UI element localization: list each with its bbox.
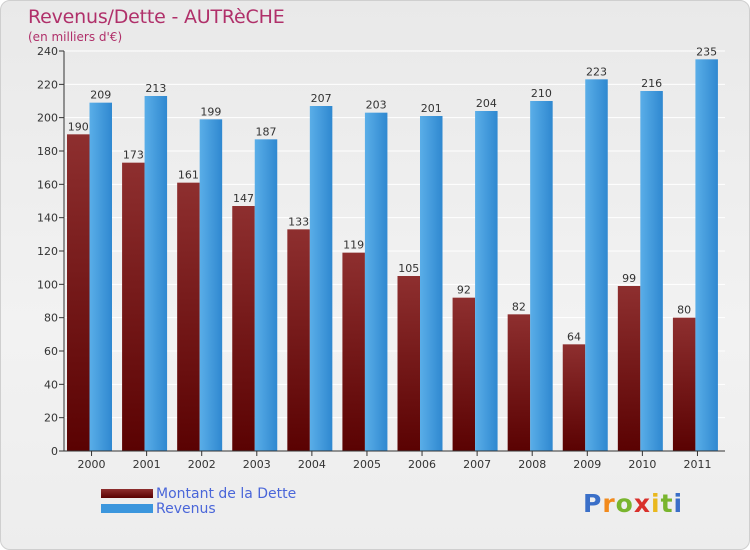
bar-dette bbox=[122, 162, 145, 451]
data-label-dette: 133 bbox=[288, 215, 309, 228]
bar-dette bbox=[672, 317, 696, 451]
bar-dette bbox=[67, 134, 90, 452]
data-label-revenus: 199 bbox=[200, 105, 221, 118]
y-tick-label: 220 bbox=[37, 78, 58, 91]
data-label-revenus: 204 bbox=[476, 97, 497, 110]
data-label-revenus: 223 bbox=[586, 65, 607, 78]
y-tick-label: 60 bbox=[44, 345, 58, 358]
logo-letter: r bbox=[602, 489, 616, 518]
bars bbox=[67, 59, 718, 452]
bar-revenus bbox=[695, 59, 718, 451]
y-tick-label: 160 bbox=[37, 178, 58, 191]
y-tick-label: 180 bbox=[37, 145, 58, 158]
data-label-revenus: 209 bbox=[90, 89, 111, 102]
y-tick-label: 0 bbox=[51, 445, 58, 458]
data-label-dette: 119 bbox=[343, 239, 364, 252]
y-tick-label: 200 bbox=[37, 112, 58, 125]
data-label-revenus: 213 bbox=[145, 82, 166, 95]
logo-letter: t bbox=[660, 489, 674, 518]
y-tick-label: 40 bbox=[44, 378, 58, 391]
x-tick-label: 2006 bbox=[408, 458, 436, 471]
bar-dette bbox=[397, 276, 420, 451]
data-label-revenus: 216 bbox=[641, 77, 662, 90]
logo-letter: x bbox=[633, 489, 651, 518]
x-tick-label: 2008 bbox=[518, 458, 546, 471]
axes: 0 20 40 60 80 100 120 140 160 180 200 220 240 2000 200… bbox=[37, 45, 725, 471]
bar-dette bbox=[562, 344, 586, 451]
bar-revenus bbox=[254, 139, 278, 452]
x-tick-label: 2002 bbox=[188, 458, 216, 471]
bar-dette bbox=[287, 229, 310, 451]
data-label-dette: 82 bbox=[512, 300, 526, 313]
legend-swatch-revenus bbox=[101, 504, 153, 513]
x-tick-label: 2005 bbox=[353, 458, 381, 471]
bar-revenus bbox=[309, 106, 333, 451]
data-label-revenus: 203 bbox=[366, 99, 387, 112]
data-label-dette: 64 bbox=[567, 330, 581, 343]
y-tick-label: 120 bbox=[37, 245, 58, 258]
data-label-dette: 92 bbox=[457, 284, 471, 297]
data-label-dette: 147 bbox=[233, 192, 254, 205]
bar-revenus bbox=[640, 91, 663, 451]
bar-revenus bbox=[364, 112, 388, 452]
data-label-dette: 80 bbox=[677, 304, 691, 317]
data-label-revenus: 187 bbox=[256, 125, 277, 138]
bar-dette bbox=[617, 286, 641, 451]
data-label-dette: 173 bbox=[123, 149, 144, 162]
y-tick-label: 100 bbox=[37, 278, 58, 291]
x-tick-label: 2007 bbox=[463, 458, 491, 471]
logo-letter: i bbox=[651, 489, 661, 518]
data-label-dette: 190 bbox=[68, 120, 89, 133]
x-tick-label: 2010 bbox=[628, 458, 656, 471]
y-tick-label: 80 bbox=[44, 312, 58, 325]
proxiti-logo: Proxiti bbox=[583, 489, 683, 518]
legend-label-revenus: Revenus bbox=[156, 501, 216, 517]
legend-swatch-dette bbox=[101, 489, 153, 498]
y-tick-label: 140 bbox=[37, 212, 58, 225]
logo-letter: i bbox=[673, 489, 684, 518]
grid-lines bbox=[64, 50, 725, 452]
data-label-revenus: 210 bbox=[531, 87, 552, 100]
chart-subtitle: (en milliers d'€) bbox=[28, 30, 123, 44]
bar-revenus bbox=[144, 96, 168, 451]
legend-label-dette: Montant de la Dette bbox=[156, 486, 297, 502]
logo-letter: P bbox=[583, 489, 603, 518]
x-tick-label: 2001 bbox=[133, 458, 161, 471]
bar-revenus bbox=[530, 101, 553, 451]
y-tick-label: 20 bbox=[44, 412, 58, 425]
chart-title: Revenus/Dette - AUTRèCHE bbox=[28, 6, 285, 28]
data-labels: 190 209 173 213 161 199 147 187 133 207 119 203 105 2… bbox=[68, 45, 717, 343]
bar-dette bbox=[342, 252, 365, 451]
bar-revenus bbox=[585, 79, 608, 451]
data-label-dette: 161 bbox=[178, 169, 199, 182]
x-tick-label: 2009 bbox=[573, 458, 601, 471]
x-tick-label: 2003 bbox=[243, 458, 271, 471]
data-label-dette: 105 bbox=[398, 262, 419, 275]
bar-dette bbox=[177, 182, 200, 451]
data-label-revenus: 207 bbox=[311, 92, 332, 105]
bar-revenus bbox=[420, 116, 443, 451]
x-tick-label: 2011 bbox=[683, 458, 711, 471]
y-tick-label: 240 bbox=[37, 45, 58, 58]
data-label-revenus: 201 bbox=[421, 102, 442, 115]
bar-revenus bbox=[475, 111, 498, 451]
data-label-dette: 99 bbox=[622, 272, 636, 285]
x-tick-label: 2000 bbox=[78, 458, 106, 471]
x-tick-label: 2004 bbox=[298, 458, 326, 471]
bar-dette bbox=[232, 206, 255, 451]
bar-revenus bbox=[199, 119, 223, 451]
logo-letter: o bbox=[615, 489, 634, 518]
bar-revenus bbox=[89, 102, 112, 452]
data-label-revenus: 235 bbox=[696, 45, 717, 58]
bar-dette bbox=[452, 297, 476, 451]
bar-dette bbox=[507, 314, 531, 451]
